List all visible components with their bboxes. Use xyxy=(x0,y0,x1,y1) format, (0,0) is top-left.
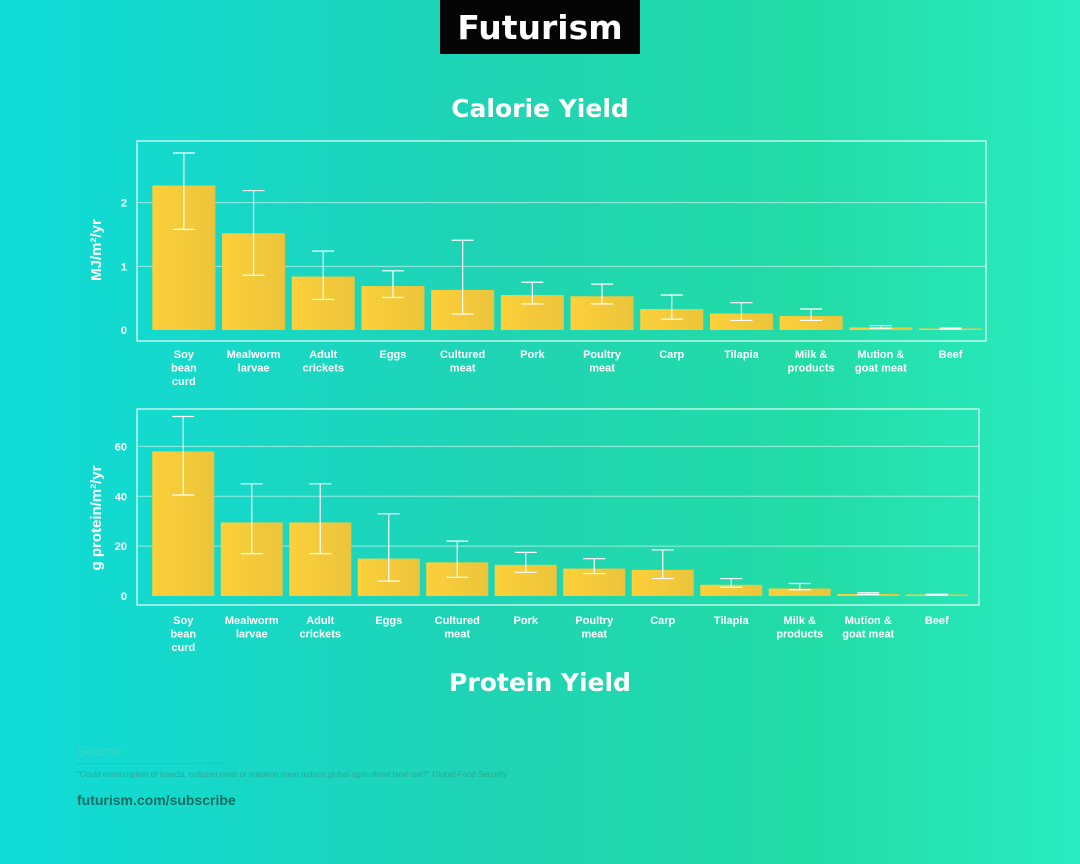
x-category-label: Pork xyxy=(514,615,539,627)
x-category-label: Carp xyxy=(659,349,684,361)
source-label: Source xyxy=(77,743,122,759)
y-axis-label: MJ/m²/yr xyxy=(88,219,105,281)
subscribe-link[interactable]: futurism.com/subscribe xyxy=(77,792,236,808)
x-category-label: Carp xyxy=(650,615,675,627)
bar xyxy=(709,313,773,330)
y-tick-label: 0 xyxy=(121,591,127,603)
bar xyxy=(768,588,831,596)
x-category-label: Soy bean curd xyxy=(171,349,197,388)
x-category-label: Beef xyxy=(939,349,963,361)
y-axis-label: g protein/m²/yr xyxy=(88,465,105,570)
calorie-chart-title: Calorie Yield xyxy=(451,94,629,123)
x-category-label: Tilapia xyxy=(724,349,760,361)
source-divider xyxy=(76,763,224,764)
x-category-label: Eggs xyxy=(375,615,402,627)
y-tick-label: 2 xyxy=(121,198,127,210)
x-category-label: Soy bean curd xyxy=(170,615,196,654)
y-tick-label: 1 xyxy=(121,261,127,273)
bar xyxy=(700,584,763,596)
x-category-label: Mution & goat meat xyxy=(855,349,907,375)
x-category-label: Mealworm larvae xyxy=(225,615,279,641)
source-citation: "Could consumption of insects, cultured … xyxy=(77,770,507,779)
protein-chart-title: Protein Yield xyxy=(449,668,631,697)
y-tick-label: 40 xyxy=(115,491,127,503)
x-category-label: Mealworm larvae xyxy=(227,349,281,375)
x-category-label: Milk & products xyxy=(776,615,823,641)
x-category-label: Cultured meat xyxy=(435,615,480,641)
x-category-label: Tilapia xyxy=(714,615,750,627)
x-category-label: Poultry meat xyxy=(583,349,622,375)
futurism-logo: Futurism xyxy=(440,0,640,54)
y-tick-label: 60 xyxy=(115,441,127,453)
x-category-label: Cultured meat xyxy=(440,349,485,375)
y-tick-label: 0 xyxy=(121,325,127,337)
x-category-label: Beef xyxy=(925,615,949,627)
x-category-label: Milk & products xyxy=(788,349,835,375)
bar xyxy=(779,315,843,330)
x-category-label: Eggs xyxy=(379,349,406,361)
x-category-label: Adult crickets xyxy=(302,349,344,375)
bar xyxy=(849,327,913,330)
x-category-label: Poultry meat xyxy=(575,615,614,641)
y-tick-label: 20 xyxy=(115,541,127,553)
x-category-label: Adult crickets xyxy=(299,615,341,641)
plot-frame xyxy=(136,140,987,342)
x-category-label: Mution & goat meat xyxy=(842,615,894,641)
plot-frame xyxy=(136,408,980,606)
x-category-label: Pork xyxy=(520,349,545,361)
